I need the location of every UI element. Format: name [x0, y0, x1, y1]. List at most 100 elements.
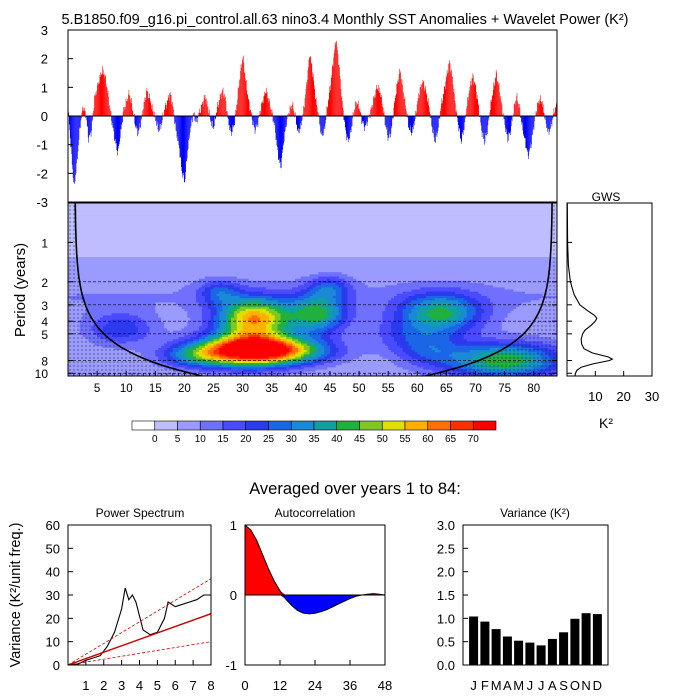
wavelet-power-cell: [332, 330, 345, 334]
wavelet-power-cell: [268, 334, 276, 338]
wavelet-power-cell: [68, 220, 557, 223]
sst-anomaly-bar: [238, 87, 239, 116]
sst-anomaly-bar: [478, 105, 479, 116]
wavelet-power-cell: [458, 328, 471, 331]
sst-anomaly-bar: [514, 103, 515, 116]
wavelet-power-cell: [277, 306, 305, 310]
sst-anomaly-bar: [280, 116, 282, 168]
sst-anomaly-bar: [494, 78, 496, 116]
sst-anomaly-bar: [257, 116, 259, 128]
wavelet-power-cell: [455, 324, 465, 327]
sst-anomaly-bar: [240, 71, 241, 116]
wavelet-power-cell: [231, 341, 278, 344]
wavelet-power-cell: [283, 332, 290, 336]
wavelet-power-cell: [300, 302, 331, 306]
wavelet-power-cell: [391, 324, 404, 327]
sst-anomaly-bar: [451, 75, 453, 116]
sst-anomaly-bar: [544, 116, 545, 119]
avg-title: Averaged over years 1 to 84:: [249, 480, 461, 498]
sst-anomaly-bar: [71, 116, 73, 165]
wavelet-power-cell: [286, 360, 296, 364]
wavelet-power-cell: [222, 334, 229, 338]
sst-anomaly-bar: [509, 116, 510, 133]
ps-ylabel: Variance (K²/unit freq.): [8, 523, 24, 668]
wavelet-power-cell: [324, 330, 334, 334]
sst-anomaly-bar: [207, 106, 208, 116]
wavelet-power-cell: [210, 313, 217, 316]
sst-anomaly-bar: [392, 116, 393, 119]
wavelet-power-cell: [210, 285, 235, 288]
wavelet-power-cell: [347, 295, 357, 299]
sst-anomaly-bar: [256, 116, 257, 127]
wavelet-power-cell: [236, 317, 244, 321]
sst-anomaly-bar: [550, 116, 551, 129]
wavelet-power-cell: [289, 332, 296, 336]
sst-anomaly-bar: [245, 78, 246, 116]
sst-anomaly-bar: [370, 107, 372, 116]
wavelet-power-cell: [222, 308, 226, 312]
wavelet-power-cell: [306, 341, 313, 344]
wavelet-power-cell: [196, 289, 206, 293]
sst-anomaly-bar: [460, 116, 462, 144]
gws-xlabel: K²: [599, 415, 613, 431]
sst-anomaly-bar: [205, 103, 207, 116]
sst-anomaly-bar: [545, 116, 547, 124]
wavelet-power-cell: [463, 324, 476, 327]
wavelet-power-cell: [260, 317, 270, 321]
wavelet-power-cell: [341, 315, 348, 319]
wavelet-power-cell: [277, 358, 287, 362]
sst-anomaly-bar: [282, 116, 284, 144]
sst-anomaly-bar: [301, 116, 302, 126]
wavelet-power-cell: [251, 321, 258, 325]
wavelet-power-cell: [449, 326, 462, 329]
wavelet-power-cell: [353, 317, 383, 321]
sst-anomaly-bar: [539, 104, 540, 116]
wavelet-power-cell: [492, 311, 511, 314]
sst-anomaly-bar: [313, 80, 315, 116]
colorbar-label: 60: [422, 434, 434, 445]
sst-anomaly-bar: [72, 116, 73, 169]
sst-anomaly-bar: [172, 102, 173, 116]
sst-anomaly-bar: [147, 91, 149, 116]
wavelet-power-cell: [364, 283, 398, 286]
sst-anomaly-bar: [236, 104, 238, 116]
var-ytick-label: 1.0: [437, 611, 455, 626]
wavelet-power-cell: [158, 315, 188, 319]
ps-series-red-noise-lower: [68, 641, 211, 665]
sst-anomaly-bar: [316, 104, 317, 116]
wavelet-power-cell: [274, 339, 281, 342]
sst-anomaly-bar: [477, 103, 479, 116]
wavelet-power-cell: [274, 365, 290, 368]
wavelet-power-cell: [228, 313, 235, 316]
sst-anomaly-bar: [68, 112, 70, 116]
sst-anomaly-bar: [425, 89, 427, 116]
wavelet-power-cell: [309, 339, 316, 342]
wavelet-power-cell: [155, 311, 188, 314]
wavelet-power-cell: [158, 347, 168, 351]
sst-anomaly-bar: [110, 111, 111, 116]
wavelet-power-cell: [204, 358, 214, 362]
sst-anomaly-bar: [377, 89, 379, 116]
wavelet-power-cell: [222, 343, 226, 347]
sst-anomaly-bar: [533, 116, 535, 130]
sst-anomaly-bar: [194, 116, 196, 121]
sst-anomaly-bar: [469, 86, 471, 116]
wavelet-power-cell: [68, 265, 557, 269]
wavelet-power-cell: [411, 280, 471, 284]
wavelet-power-cell: [411, 319, 421, 323]
wavelet-power-cell: [309, 330, 325, 334]
sst-anomaly-bar: [108, 96, 109, 116]
sst-anomaly-bar: [339, 67, 340, 116]
wavelet-power-cell: [169, 330, 174, 334]
sst-anomaly-bar: [244, 73, 246, 116]
sst-anomaly-bar: [304, 107, 305, 116]
sst-anomaly-bar: [511, 116, 512, 120]
sst-anomaly-bar: [381, 94, 382, 116]
wavelet-power-cell: [300, 363, 313, 366]
sst-anomaly-bar: [371, 108, 372, 116]
wavelet-power-cell: [408, 315, 418, 319]
wavelet-power-cell: [245, 289, 302, 293]
sst-anomaly-bar: [493, 86, 495, 116]
wavelet-power-cell: [411, 347, 433, 351]
sst-anomaly-bar: [361, 116, 363, 123]
